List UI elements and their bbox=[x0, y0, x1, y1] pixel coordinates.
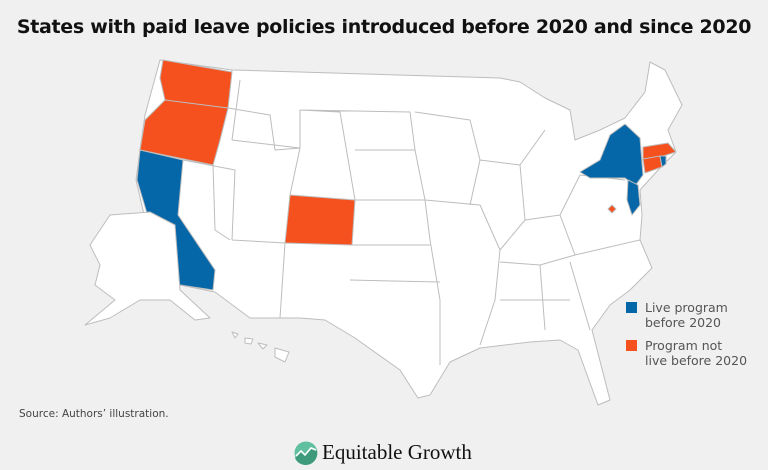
state-massachusetts bbox=[642, 142, 677, 161]
state-oregon bbox=[139, 99, 229, 166]
state-california bbox=[136, 149, 216, 291]
legend-label: before 2020 bbox=[645, 315, 722, 330]
legend-item-not-live: Program not live before 2020 bbox=[626, 338, 747, 368]
legend-swatch-orange bbox=[626, 340, 637, 351]
legend-item-live: Live program before 2020 bbox=[626, 300, 747, 330]
logo-text: Equitable Growth bbox=[322, 440, 472, 464]
state-new-york bbox=[579, 123, 644, 187]
logo: Equitable Growth bbox=[294, 440, 472, 465]
state-new-jersey bbox=[626, 179, 641, 216]
state-colorado bbox=[284, 194, 356, 246]
state-alaska bbox=[84, 211, 211, 326]
legend-swatch-blue bbox=[626, 302, 637, 313]
state-hawaii bbox=[231, 331, 290, 363]
legend-label: live before 2020 bbox=[645, 353, 748, 368]
legend-label: Live program bbox=[645, 300, 728, 315]
district-of-columbia bbox=[607, 204, 617, 214]
map-title: States with paid leave policies introduc… bbox=[16, 16, 752, 38]
state-connecticut bbox=[642, 155, 663, 174]
legend-label: Program not bbox=[645, 338, 723, 353]
rising-line-circle-icon bbox=[294, 441, 318, 465]
source-note: Source: Authors’ illustration. bbox=[19, 408, 169, 420]
state-rhode-island bbox=[659, 155, 667, 168]
us-outline bbox=[135, 59, 683, 406]
legend: Live program before 2020 Program not live … bbox=[626, 300, 747, 376]
